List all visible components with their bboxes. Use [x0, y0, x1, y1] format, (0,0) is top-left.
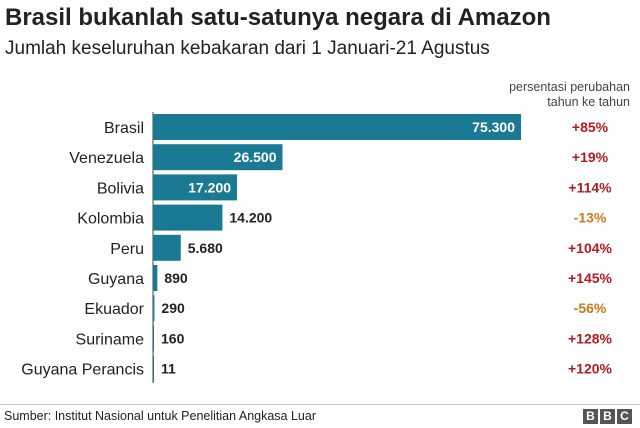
bar-6: [153, 295, 155, 322]
bar-2: [153, 174, 238, 201]
bar-7: [153, 325, 154, 352]
data-label: 890: [164, 270, 188, 286]
chart-title: Brasil bukanlah satu-satunya negara di A…: [5, 4, 551, 31]
bar-0: [153, 114, 521, 140]
bar-5: [153, 265, 158, 291]
category-label: Suriname: [76, 331, 145, 348]
data-label: 11: [161, 361, 176, 377]
data-label: 17.200: [188, 179, 231, 195]
bar-8: [153, 355, 154, 382]
category-label: Kolombia: [77, 211, 144, 228]
change-header-line-2: tahun ke tahun: [547, 95, 630, 109]
source-note: Sumber: Institut Nasional untuk Peneliti…: [4, 409, 316, 423]
bbc-logo: B B C: [583, 409, 632, 424]
data-label: 290: [161, 300, 185, 316]
category-label: Bolivia: [97, 180, 144, 197]
change-column-header: persentasi perubahan tahun ke tahun: [509, 80, 630, 110]
category-label: Venezuela: [69, 150, 144, 167]
bbc-logo-letter: B: [600, 409, 615, 424]
change-label: -13%: [574, 210, 607, 226]
bar-4: [153, 234, 181, 261]
category-label: Guyana Perancis: [21, 362, 144, 379]
data-label: 5.680: [188, 240, 223, 256]
data-label: 14.200: [229, 210, 272, 226]
bar-3: [153, 204, 223, 231]
change-label: +128%: [568, 330, 613, 346]
bar-1: [153, 144, 283, 171]
bar-chart: Brasil 75.300 +85% Venezuela 26.500 +19% Boliv…: [21, 112, 613, 383]
bbc-logo-letter: C: [617, 409, 632, 424]
change-label: +120%: [568, 361, 613, 377]
chart-subtitle: Jumlah keseluruhan kebakaran dari 1 Janu…: [5, 38, 490, 59]
change-label: +19%: [572, 149, 609, 165]
change-label: +114%: [568, 179, 612, 195]
change-label: +85%: [572, 119, 609, 135]
category-label: Guyana: [88, 271, 144, 288]
data-label: 160: [161, 330, 185, 346]
bbc-logo-letter: B: [583, 409, 598, 424]
change-label: -56%: [574, 300, 607, 316]
category-label: Peru: [110, 241, 144, 258]
footer-divider: [0, 404, 640, 405]
category-label: Brasil: [104, 120, 144, 137]
category-label: Ekuador: [84, 301, 144, 318]
change-header-line-1: persentasi perubahan: [509, 80, 630, 94]
data-label: 75.300: [472, 119, 515, 135]
data-label: 26.500: [234, 149, 277, 165]
change-label: +104%: [568, 240, 613, 256]
change-label: +145%: [568, 270, 613, 286]
